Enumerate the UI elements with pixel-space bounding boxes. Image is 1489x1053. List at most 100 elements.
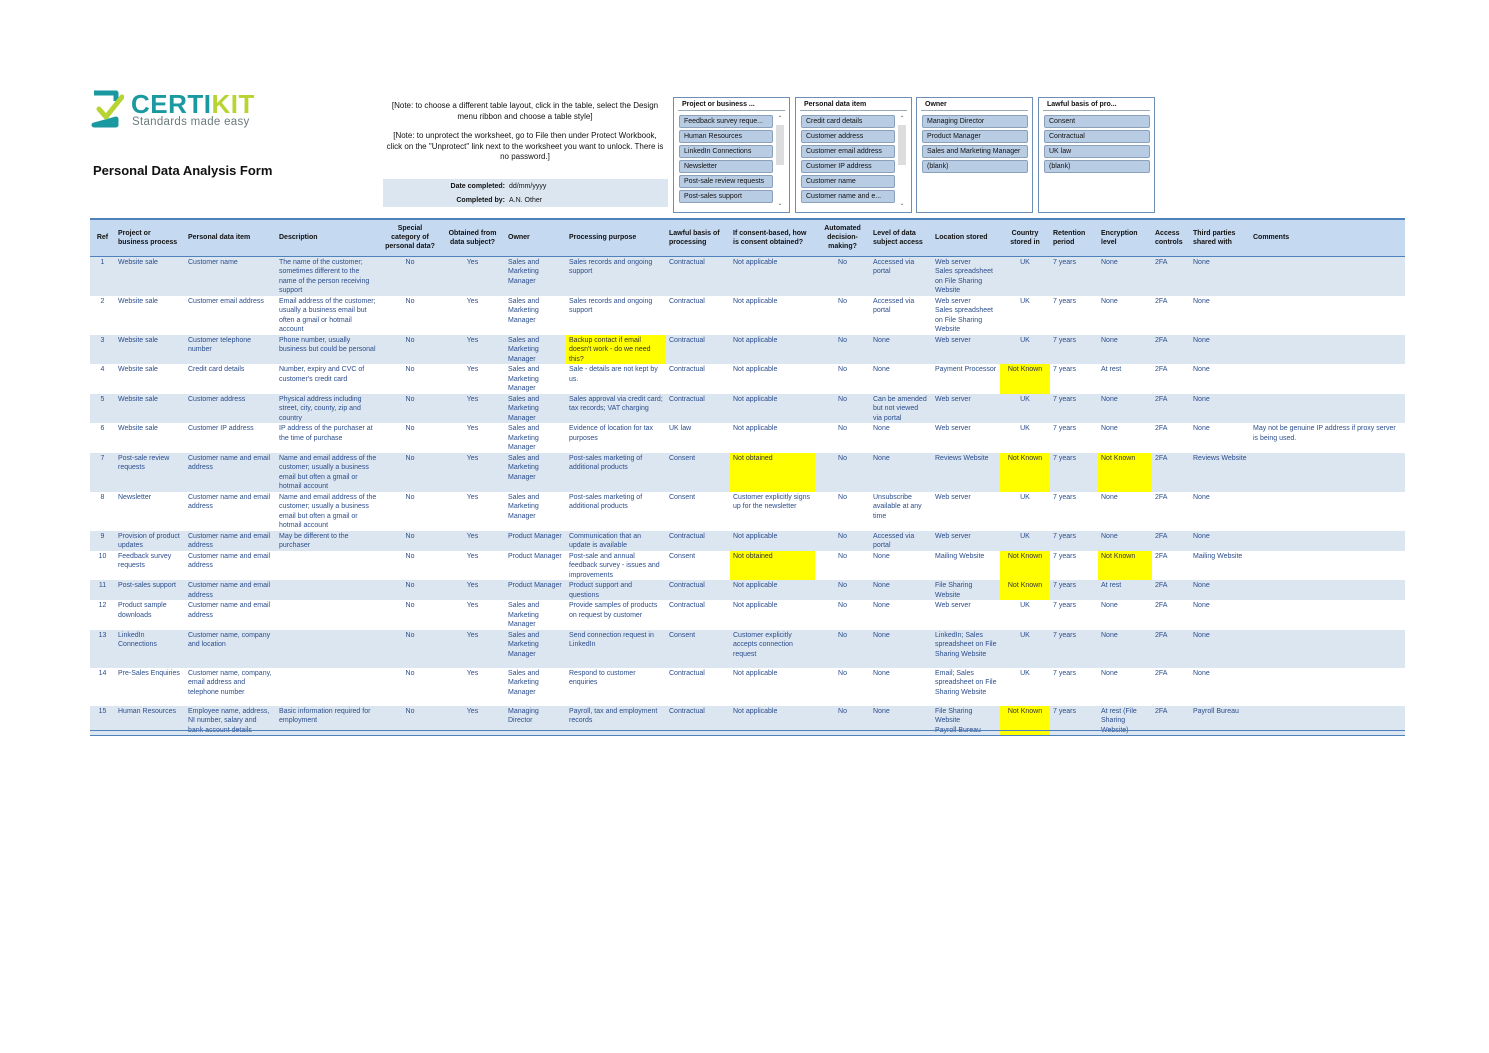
table-cell[interactable]: No bbox=[838, 582, 847, 589]
table-cell[interactable]: 2FA bbox=[1155, 258, 1168, 266]
table-cell[interactable]: Product sample downloads bbox=[118, 602, 167, 619]
table-cell[interactable]: Yes bbox=[466, 669, 479, 677]
table-cell[interactable]: Web server bbox=[935, 493, 971, 501]
table-cell[interactable]: Yes bbox=[466, 552, 479, 560]
column-header[interactable]: Lawful basis of processing bbox=[669, 229, 720, 246]
table-cell[interactable]: Not obtained bbox=[730, 452, 815, 492]
table-row[interactable]: 4 Website sale Credit card details Number, … bbox=[90, 364, 1405, 394]
table-cell[interactable]: Email; Sales spreadsheet on File Sharing… bbox=[935, 669, 997, 696]
table-cell[interactable]: None bbox=[873, 707, 890, 715]
table-cell[interactable]: 7 years bbox=[1053, 395, 1076, 403]
table-cell[interactable]: 15 bbox=[98, 707, 107, 715]
table-cell[interactable]: Customer telephone number bbox=[188, 336, 252, 354]
slicer-item[interactable]: UK law bbox=[1044, 145, 1150, 158]
table-cell[interactable]: Web server bbox=[935, 425, 971, 432]
table-cell[interactable]: 5 bbox=[100, 395, 105, 403]
table-cell[interactable]: Customer address bbox=[188, 395, 246, 403]
table-cell[interactable] bbox=[276, 580, 380, 600]
table-cell[interactable]: None bbox=[1193, 631, 1210, 639]
completed-by-value[interactable]: A.N. Other bbox=[509, 197, 543, 204]
table-cell[interactable]: 9 bbox=[100, 532, 105, 540]
table-cell[interactable]: 10 bbox=[98, 552, 107, 560]
table-cell[interactable]: No bbox=[405, 582, 415, 589]
table-cell[interactable]: LinkedIn Connections bbox=[118, 631, 157, 649]
slicer-item[interactable]: Post-sale review requests bbox=[679, 175, 773, 188]
table-cell[interactable]: No bbox=[838, 425, 847, 432]
table-cell[interactable]: Sales and Marketing Manager bbox=[508, 425, 540, 451]
table-cell[interactable] bbox=[1250, 600, 1405, 630]
table-cell[interactable]: None bbox=[1101, 297, 1118, 305]
column-header[interactable]: Access controls bbox=[1155, 229, 1183, 246]
table-cell[interactable]: Web server bbox=[935, 532, 971, 540]
table-cell[interactable]: 1 bbox=[100, 258, 105, 266]
table-row[interactable]: 10 Feedback survey requests Customer name … bbox=[90, 550, 1405, 580]
table-cell[interactable]: UK bbox=[1020, 493, 1030, 501]
column-header[interactable]: Encryption level bbox=[1101, 229, 1138, 246]
table-cell[interactable]: Contractual bbox=[669, 395, 705, 403]
slicer-scrollbar[interactable]: ⌃ ⌄ bbox=[897, 115, 907, 207]
table-cell[interactable]: Email address of the customer; usually a… bbox=[279, 297, 376, 334]
table-cell[interactable]: Not Known bbox=[1098, 550, 1152, 580]
table-cell[interactable]: Provision of product updates bbox=[118, 532, 180, 550]
table-cell[interactable]: At rest bbox=[1101, 366, 1122, 373]
table-cell[interactable]: No bbox=[405, 602, 415, 609]
table-cell[interactable]: 7 years bbox=[1053, 258, 1076, 266]
table-cell[interactable]: 11 bbox=[98, 582, 107, 589]
table-cell[interactable]: 3 bbox=[100, 336, 105, 344]
table-cell[interactable]: No bbox=[838, 395, 847, 403]
table-cell[interactable]: 2FA bbox=[1155, 425, 1168, 432]
table-cell[interactable]: UK bbox=[1020, 336, 1030, 344]
table-cell[interactable]: 2FA bbox=[1155, 631, 1168, 639]
table-cell[interactable]: Sales and Marketing Manager bbox=[508, 454, 540, 481]
table-cell[interactable]: Not applicable bbox=[733, 669, 778, 677]
table-cell[interactable]: Respond to customer enquiries bbox=[569, 669, 636, 687]
table-cell[interactable]: 2FA bbox=[1155, 669, 1168, 677]
table-cell[interactable] bbox=[1250, 531, 1405, 551]
column-header[interactable]: Ref bbox=[96, 234, 109, 242]
column-header[interactable]: Retention period bbox=[1053, 229, 1086, 246]
table-cell[interactable]: At rest (File Sharing Website) bbox=[1101, 707, 1137, 734]
column-header[interactable]: Country stored in bbox=[1010, 229, 1040, 246]
table-cell[interactable]: No bbox=[838, 552, 847, 560]
table-cell[interactable]: Customer IP address bbox=[188, 425, 254, 432]
table-cell[interactable]: None bbox=[1193, 493, 1210, 501]
table-cell[interactable]: 7 years bbox=[1053, 336, 1076, 344]
table-cell[interactable]: 7 years bbox=[1053, 631, 1076, 639]
table-cell[interactable]: Provide samples of products on request b… bbox=[569, 602, 658, 619]
table-cell[interactable]: None bbox=[873, 552, 890, 560]
column-header[interactable]: Obtained from data subject? bbox=[448, 229, 497, 246]
table-cell[interactable]: Not applicable bbox=[733, 532, 778, 540]
table-cell[interactable]: Contractual bbox=[669, 336, 705, 344]
table-cell[interactable]: Sales approval via credit card; tax reco… bbox=[569, 395, 663, 413]
table-cell[interactable]: Sales and Marketing Manager bbox=[508, 669, 540, 696]
table-cell[interactable]: None bbox=[873, 366, 890, 373]
table-cell[interactable]: Human Resources bbox=[118, 707, 176, 715]
table-cell[interactable]: Consent bbox=[669, 552, 696, 560]
table-cell[interactable]: Feedback survey requests bbox=[118, 552, 172, 570]
table-cell[interactable]: Payment Processor bbox=[935, 366, 997, 373]
chevron-down-icon[interactable]: ⌄ bbox=[899, 201, 905, 207]
table-cell[interactable]: UK bbox=[1020, 602, 1030, 609]
column-header[interactable]: Level of data subject access bbox=[873, 229, 923, 246]
table-cell[interactable]: Product Manager bbox=[508, 552, 562, 560]
column-header[interactable]: Personal data item bbox=[188, 234, 251, 242]
table-cell[interactable] bbox=[1250, 364, 1405, 394]
table-cell[interactable]: No bbox=[405, 493, 415, 501]
table-cell[interactable]: No bbox=[405, 454, 415, 462]
table-cell[interactable]: Post-sales marketing of additional produ… bbox=[569, 454, 643, 472]
table-cell[interactable]: None bbox=[1101, 395, 1118, 403]
table-cell[interactable]: Website sale bbox=[118, 258, 158, 266]
table-cell[interactable]: No bbox=[405, 258, 415, 266]
table-cell[interactable]: None bbox=[1193, 582, 1210, 589]
table-cell[interactable]: Product support and questions bbox=[569, 582, 633, 599]
table-cell[interactable]: No bbox=[838, 366, 847, 373]
table-cell[interactable]: Yes bbox=[466, 582, 479, 589]
table-cell[interactable]: 2FA bbox=[1155, 493, 1168, 501]
table-cell[interactable]: Sales and Marketing Manager bbox=[508, 631, 540, 658]
slicer-item[interactable]: Customer name and e... bbox=[801, 190, 895, 203]
slicer-1[interactable]: Personal data item Credit card details Cus… bbox=[795, 97, 912, 213]
table-cell[interactable]: Number, expiry and CVC of customer's cre… bbox=[279, 366, 365, 383]
table-cell[interactable]: 7 years bbox=[1053, 707, 1076, 715]
table-cell[interactable]: File Sharing Website bbox=[935, 582, 973, 599]
column-header[interactable]: Special category of personal data? bbox=[385, 225, 435, 251]
